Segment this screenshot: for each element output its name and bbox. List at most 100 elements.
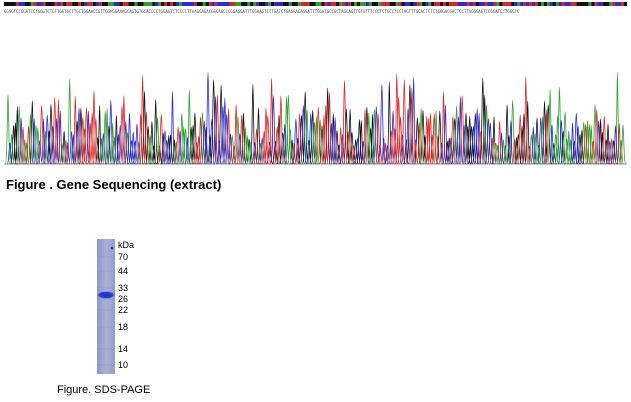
base-tick [63, 2, 67, 6]
sequence-color-band [4, 2, 627, 6]
base-tick [365, 2, 370, 6]
base-tick [336, 2, 340, 6]
base-tick [612, 2, 616, 6]
base-tick [449, 2, 453, 6]
base-tick [576, 2, 580, 6]
base-tick [496, 2, 500, 6]
base-tick [176, 2, 180, 6]
gel-lane-background [97, 239, 115, 374]
base-tick [196, 2, 201, 6]
base-tick [609, 2, 613, 6]
trace-series [6, 72, 619, 165]
gene-sequencing-caption: Figure . Gene Sequencing (extract) [6, 177, 222, 192]
base-tick [573, 2, 577, 6]
base-tick [241, 2, 245, 6]
base-tick [78, 2, 82, 6]
base-tick [164, 2, 168, 6]
base-tick [567, 2, 571, 6]
base-tick [184, 2, 189, 6]
base-tick [493, 2, 497, 6]
base-tick [119, 2, 123, 6]
base-tick [357, 2, 361, 6]
base-tick [250, 2, 254, 6]
base-tick [54, 2, 58, 6]
base-tick [208, 2, 212, 6]
base-tick [104, 2, 109, 6]
base-tick [508, 2, 512, 6]
base-tick [443, 2, 447, 6]
base-tick [125, 2, 129, 6]
base-tick [60, 2, 64, 6]
base-tick [30, 2, 34, 6]
base-tick [413, 2, 417, 6]
base-tick [618, 2, 622, 6]
base-tick [309, 2, 313, 6]
base-tick [48, 2, 52, 6]
base-tick [4, 2, 8, 6]
base-tick [386, 2, 390, 6]
base-tick [81, 2, 85, 6]
base-tick [300, 2, 304, 6]
base-tick [18, 2, 23, 6]
base-tick [229, 2, 233, 6]
trace-series [10, 77, 618, 165]
base-tick [398, 2, 402, 6]
base-tick [457, 2, 462, 6]
base-tick [502, 2, 506, 6]
base-tick [324, 2, 328, 6]
kda-marker-label: 44 [118, 266, 129, 276]
base-tick [318, 2, 322, 6]
kda-marker-label: 18 [118, 322, 129, 332]
base-tick [235, 2, 239, 6]
base-tick [484, 2, 488, 6]
base-tick [481, 2, 485, 6]
base-tick [404, 2, 408, 6]
base-tick [594, 2, 598, 6]
base-tick [21, 2, 26, 6]
base-tick [247, 2, 251, 6]
base-tick [505, 2, 509, 6]
base-tick [523, 2, 527, 6]
base-tick [383, 2, 387, 6]
base-tick [15, 2, 20, 6]
base-tick [244, 2, 248, 6]
kda-marker-label: 33 [118, 283, 129, 293]
base-tick [422, 2, 426, 6]
base-tick [232, 2, 236, 6]
base-tick [588, 2, 592, 6]
base-tick [223, 2, 227, 6]
base-tick [368, 2, 373, 6]
base-tick [312, 2, 316, 6]
base-tick [146, 2, 150, 6]
base-tick [615, 2, 619, 6]
trace-series [19, 73, 622, 165]
base-tick [167, 2, 171, 6]
base-tick [282, 2, 287, 6]
base-tick [155, 2, 159, 6]
base-tick [179, 2, 183, 6]
base-tick [279, 2, 284, 6]
sds-page-gel-lane [97, 239, 115, 374]
base-tick [143, 2, 147, 6]
base-tick [57, 2, 61, 6]
base-tick [288, 2, 293, 6]
base-tick [546, 2, 551, 6]
base-tick [72, 2, 76, 6]
base-tick [51, 2, 55, 6]
base-tick [561, 2, 565, 6]
base-tick [113, 2, 118, 6]
base-tick [351, 2, 355, 6]
base-tick [348, 2, 352, 6]
base-tick [538, 2, 542, 6]
kda-marker-label: 70 [118, 252, 129, 262]
base-tick [342, 2, 346, 6]
base-tick [294, 2, 298, 6]
base-tick [27, 2, 31, 6]
base-tick [149, 2, 153, 6]
base-tick [39, 2, 43, 6]
base-tick [187, 2, 192, 6]
base-tick [410, 2, 414, 6]
base-tick [259, 2, 263, 6]
base-tick [431, 2, 435, 6]
base-tick [306, 2, 310, 6]
